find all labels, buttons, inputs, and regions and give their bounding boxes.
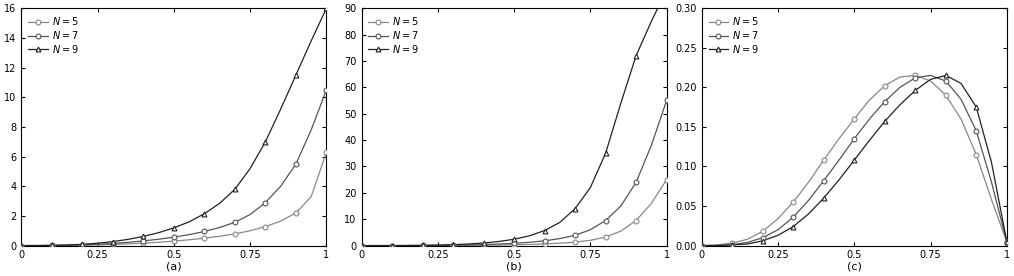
X-axis label: (a): (a)	[166, 262, 182, 272]
Legend: $N=5$, $N=7$, $N=9$: $N=5$, $N=7$, $N=9$	[26, 13, 80, 57]
X-axis label: (c): (c)	[847, 262, 862, 272]
Legend: $N=5$, $N=7$, $N=9$: $N=5$, $N=7$, $N=9$	[707, 13, 760, 57]
X-axis label: (b): (b)	[506, 262, 522, 272]
Legend: $N=5$, $N=7$, $N=9$: $N=5$, $N=7$, $N=9$	[366, 13, 421, 57]
